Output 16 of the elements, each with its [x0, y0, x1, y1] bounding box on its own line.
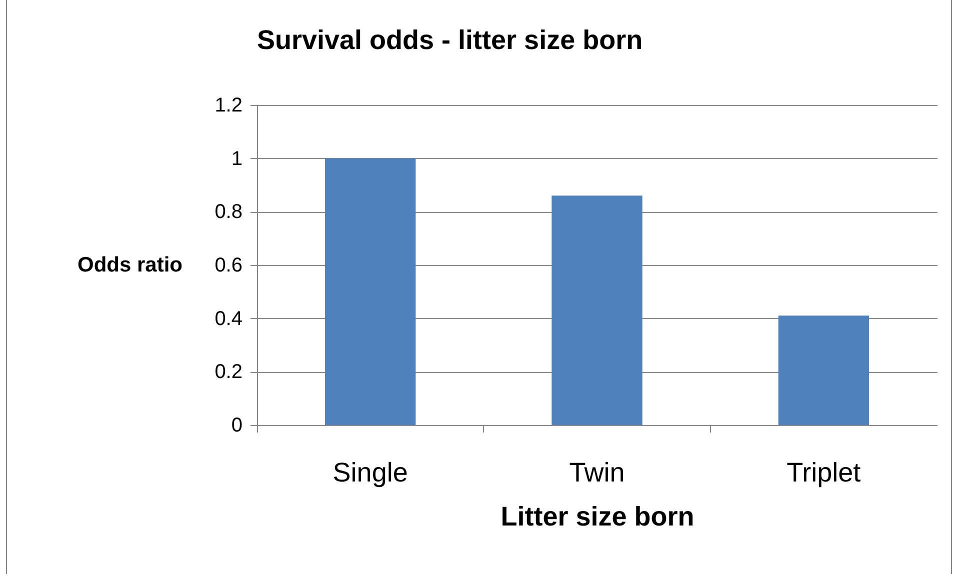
bar — [552, 196, 642, 425]
x-tick-label: Single — [332, 458, 408, 488]
y-tick-label: 1 — [231, 148, 242, 170]
y-tick-label: 1.2 — [214, 94, 242, 116]
bar — [325, 158, 416, 425]
x-tick-label: Twin — [569, 458, 625, 488]
x-axis-title: Litter size born — [500, 502, 694, 532]
y-axis-title: Odds ratio — [77, 254, 182, 276]
chart-title: Survival odds - litter size born — [257, 25, 643, 55]
y-tick-label: 0.4 — [214, 308, 242, 330]
x-tick-label: Triplet — [786, 458, 862, 488]
y-tick-label: 0 — [231, 414, 242, 436]
bar — [778, 316, 869, 425]
y-tick-label: 0.6 — [214, 254, 242, 276]
y-tick-label: 0.2 — [214, 361, 242, 384]
y-tick-label: 0.8 — [214, 201, 242, 224]
